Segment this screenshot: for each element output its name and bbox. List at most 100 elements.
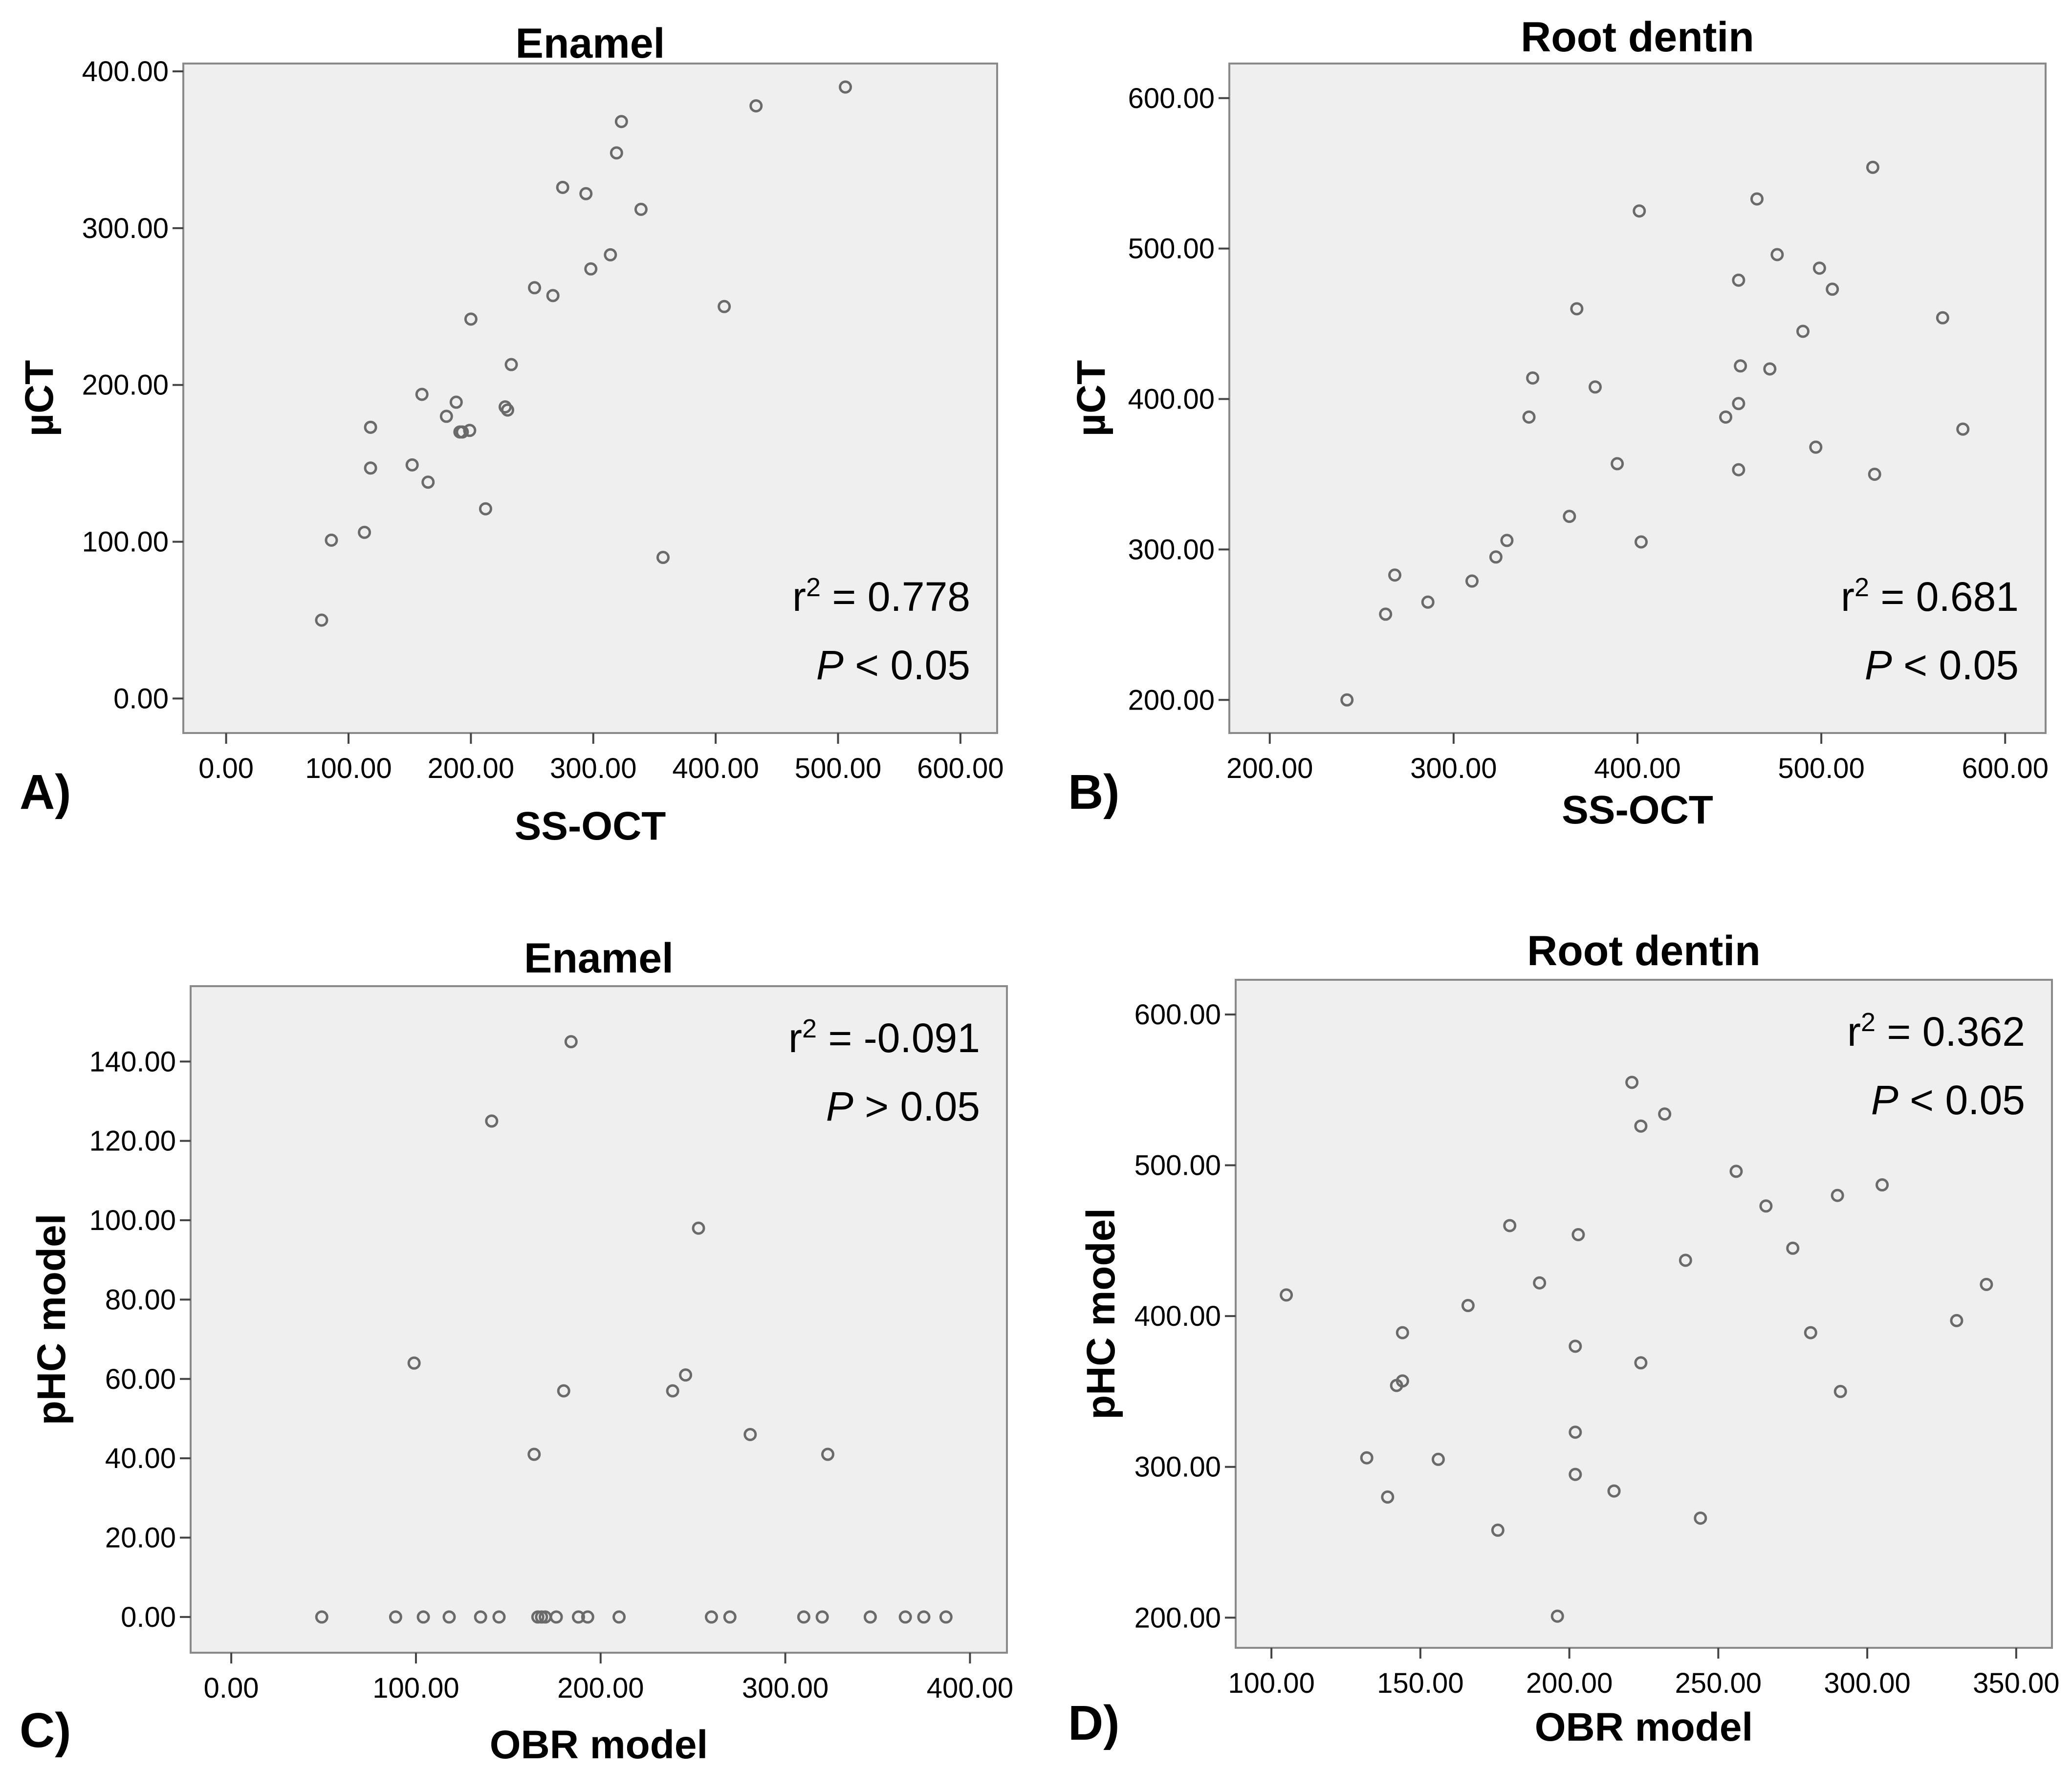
data-point	[1732, 273, 1745, 287]
data-point	[439, 410, 453, 423]
data-point	[1533, 1276, 1547, 1290]
data-point	[1421, 595, 1435, 609]
plot-area	[1235, 979, 2053, 1649]
data-point	[939, 1610, 953, 1624]
data-point	[839, 80, 852, 94]
x-tick-label: 100.00	[1228, 1667, 1314, 1699]
data-point	[325, 533, 338, 547]
data-point	[474, 1610, 487, 1624]
y-tick-label: 0.00	[121, 1601, 176, 1633]
x-tick-label: 100.00	[305, 753, 392, 784]
x-tick-label: 600.00	[917, 753, 1003, 784]
data-point	[1719, 410, 1733, 424]
data-point	[1526, 371, 1540, 385]
data-point	[546, 289, 560, 302]
chart-title: Root dentin	[1521, 14, 1754, 61]
data-point	[1550, 1609, 1564, 1623]
data-point	[1750, 192, 1764, 206]
x-tick-label: 600.00	[1962, 753, 2049, 784]
data-point	[527, 1447, 541, 1461]
y-tick-label: 300.00	[82, 213, 169, 244]
data-point	[1588, 380, 1602, 394]
x-tick-label: 150.00	[1377, 1667, 1463, 1699]
x-axis-label: SS-OCT	[1562, 788, 1713, 832]
panel-label: D)	[1068, 1696, 1120, 1750]
panel-label: A)	[20, 765, 71, 820]
panel-b: 200.00 300.00 400.00 500.00 600.00 200.00 300.…	[1068, 14, 2049, 832]
panel-d: 100.00 150.00 200.00 250.00 300.00 350.00 200.…	[1068, 928, 2060, 1750]
x-tick-label: 400.00	[672, 753, 759, 784]
data-point	[449, 395, 463, 409]
x-axis-label: SS-OCT	[515, 804, 666, 848]
data-point	[1563, 510, 1576, 523]
chart-title: Enamel	[516, 20, 665, 67]
x-tick-label: 250.00	[1675, 1667, 1762, 1699]
data-point	[743, 1427, 757, 1441]
data-point	[1634, 1119, 1648, 1133]
data-point	[389, 1610, 402, 1624]
data-point	[863, 1610, 877, 1624]
x-tick-label: 0.00	[198, 753, 254, 784]
data-point	[1635, 535, 1648, 549]
data-point	[442, 1610, 456, 1624]
x-tick-label: 350.00	[1973, 1667, 2059, 1699]
x-tick-label: 200.00	[428, 753, 514, 784]
data-point	[610, 146, 623, 160]
x-tick-label: 200.00	[557, 1672, 644, 1704]
data-point	[1936, 311, 1949, 324]
data-point	[405, 458, 419, 472]
data-point	[1679, 1253, 1692, 1267]
chart-title: Root dentin	[1527, 928, 1761, 974]
data-point	[723, 1610, 737, 1624]
x-tick-label: 400.00	[927, 1672, 1013, 1704]
data-point	[1571, 1228, 1585, 1241]
y-tick-label: 500.00	[1134, 1150, 1221, 1182]
data-point	[797, 1610, 810, 1624]
data-point	[364, 461, 377, 475]
x-tick-label: 0.00	[204, 1672, 259, 1704]
y-tick-label: 0.00	[113, 683, 169, 714]
data-point	[821, 1447, 835, 1461]
data-point	[1625, 1076, 1639, 1089]
data-point	[1570, 302, 1584, 316]
data-point	[1868, 467, 1881, 481]
data-point	[1734, 359, 1747, 373]
panel-a: 0.00 100.00 200.00 300.00 400.00 500.00 600.00…	[17, 20, 1004, 848]
data-point	[1431, 1452, 1445, 1466]
data-point	[1280, 1288, 1293, 1302]
data-point	[917, 1610, 931, 1624]
data-point	[1809, 440, 1823, 454]
data-point	[1826, 282, 1839, 296]
data-point	[1786, 1241, 1800, 1255]
plot-area	[1228, 63, 2047, 734]
data-point	[1950, 1314, 1963, 1327]
data-point	[679, 1368, 693, 1382]
data-point	[315, 613, 328, 627]
data-point	[1633, 204, 1646, 218]
x-tick-label: 200.00	[1226, 753, 1313, 784]
data-point	[1379, 607, 1393, 621]
y-axis-label: µCT	[1069, 360, 1113, 437]
plot-area	[190, 985, 1008, 1654]
r-squared-label: r2 = -0.091	[788, 1014, 980, 1061]
data-point	[504, 358, 518, 371]
data-point	[1396, 1374, 1409, 1388]
data-point	[614, 115, 628, 129]
data-point	[492, 1610, 506, 1624]
plot-area	[182, 63, 998, 734]
data-point	[1759, 1199, 1773, 1213]
y-tick-label: 200.00	[1134, 1602, 1221, 1634]
y-tick-label: 100.00	[89, 1205, 176, 1236]
data-point	[1694, 1511, 1707, 1525]
data-point	[1465, 574, 1479, 588]
x-tick-label: 300.00	[1824, 1667, 1910, 1699]
data-point	[612, 1610, 626, 1624]
x-axis-label: OBR model	[490, 1723, 708, 1767]
y-axis-label: µCT	[17, 360, 62, 437]
y-tick-label: 120.00	[89, 1125, 176, 1157]
r-squared-label: r2 = 0.681	[1841, 573, 2019, 620]
data-point	[407, 1356, 421, 1370]
x-axis-label: OBR model	[1535, 1705, 1753, 1749]
y-tick-label: 200.00	[82, 369, 169, 401]
y-tick-label: 400.00	[1134, 1300, 1221, 1332]
